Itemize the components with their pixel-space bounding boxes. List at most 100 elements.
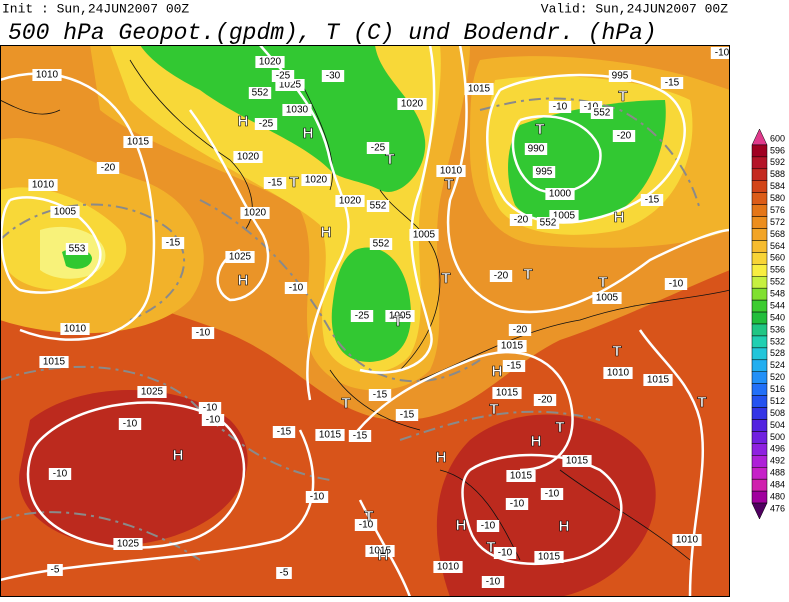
label-box [395, 409, 419, 421]
field [19, 390, 248, 546]
contour-label: 552 [370, 201, 387, 212]
contour-label: -10 [486, 577, 501, 588]
colorbar-label: 496 [770, 444, 785, 454]
contour-label: 552 [252, 88, 269, 99]
colorbar-label: 508 [770, 408, 785, 418]
label-box [524, 143, 548, 155]
contour-label: 1015 [566, 456, 589, 467]
colorbar-cell [751, 455, 768, 468]
contour-label: 552 [594, 108, 611, 119]
pressure-center: H [436, 449, 447, 466]
label-box [385, 310, 415, 322]
colorbar-cell [751, 383, 768, 396]
label-box [255, 56, 285, 68]
pressure-center: H [173, 447, 184, 464]
label-box [254, 118, 278, 130]
temperature-isoline [0, 97, 701, 561]
contour-label: 1015 [647, 375, 670, 386]
label-box [590, 107, 614, 119]
colorbar-cell [751, 264, 768, 277]
label-box [50, 206, 80, 218]
label-box [39, 356, 69, 368]
colorbar-cell [751, 276, 768, 289]
colorbar-cell [751, 323, 768, 337]
contour-label: -15 [665, 78, 680, 89]
pressure-center: H [378, 547, 389, 564]
label-box [489, 270, 513, 282]
contour-label: -25 [355, 311, 370, 322]
contour-label: 1010 [607, 368, 630, 379]
init-time: Init : Sun,24JUN2007 00Z [2, 1, 189, 16]
label-box [592, 292, 622, 304]
colorbar-label: 524 [770, 360, 785, 370]
colorbar-label: 532 [770, 336, 785, 346]
colorbar-label: 528 [770, 348, 785, 358]
label-box [509, 214, 533, 226]
contour-label: -15 [277, 427, 292, 438]
contour-label: 1015 [127, 137, 150, 148]
colorbar-label: 584 [770, 181, 785, 191]
pressure-center: T [697, 394, 706, 411]
field [331, 247, 411, 362]
label-box [271, 70, 295, 82]
field [140, 45, 426, 192]
colorbar-label: 556 [770, 265, 785, 275]
contour-label: 1025 [117, 539, 140, 550]
colorbar-label: 576 [770, 205, 785, 215]
label-box [348, 430, 372, 442]
contour-label: -10 [310, 492, 325, 503]
contour-label: 1010 [36, 70, 59, 81]
contour-label: 1010 [676, 535, 699, 546]
contour-label: 1015 [501, 341, 524, 352]
label-box [305, 491, 329, 503]
contour-label: -10 [715, 48, 730, 59]
contour-label: -25 [259, 119, 274, 130]
label-box [366, 142, 390, 154]
contour-label: -10 [53, 469, 68, 480]
label-box [660, 77, 684, 89]
contour-label: -20 [538, 395, 553, 406]
contour-label: -15 [166, 238, 181, 249]
colorbar-label: 476 [770, 503, 785, 513]
colorbar-cell [751, 240, 768, 253]
contour-label: -10 [481, 521, 496, 532]
label-box [508, 324, 532, 336]
colorbar-label: 596 [770, 145, 785, 155]
colorbar-label: 504 [770, 420, 785, 430]
contour-label: -10 [553, 102, 568, 113]
contour-label: -15 [507, 361, 522, 372]
contour-label: 1015 [369, 546, 392, 557]
label-box [123, 136, 153, 148]
contour-label: -15 [373, 390, 388, 401]
contour-label: 1000 [549, 189, 572, 200]
contour-label: -20 [101, 163, 116, 174]
label-box [315, 429, 345, 441]
colorbar-cell [751, 371, 768, 384]
contour-label: 990 [528, 144, 545, 155]
contour-label: -30 [326, 71, 341, 82]
colorbar-cell [751, 252, 768, 265]
label-box [612, 130, 636, 142]
pressure-center: T [612, 343, 621, 360]
pressure-center: T [393, 313, 402, 330]
contour-label: 1015 [43, 357, 66, 368]
colorbar-cell [751, 311, 768, 325]
colorbar-cell [751, 287, 768, 301]
label-box [48, 468, 72, 480]
contour-label: -20 [617, 131, 632, 142]
label-box [505, 498, 529, 510]
label-box [368, 389, 392, 401]
pressure-center: T [364, 508, 373, 525]
label-box [464, 83, 494, 95]
label-box [369, 238, 393, 250]
colorbar-label: 536 [770, 324, 785, 334]
label-box [534, 551, 564, 563]
contour-label: 1020 [305, 175, 328, 186]
label-box [301, 174, 331, 186]
label-box [225, 251, 255, 263]
colorbar-cell [751, 347, 768, 361]
label-box [397, 98, 427, 110]
